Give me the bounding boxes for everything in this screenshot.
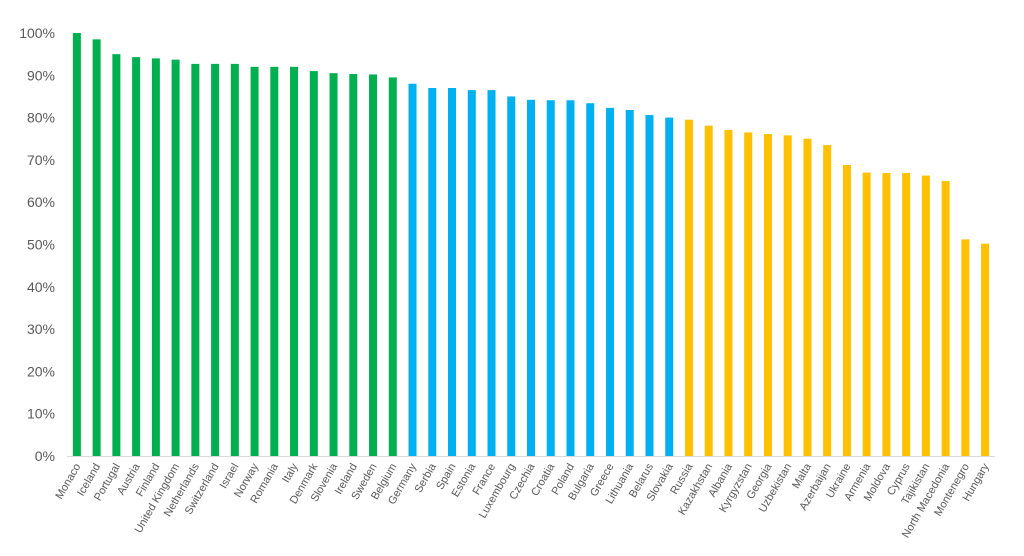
y-tick-label: 10% — [27, 406, 55, 422]
bar-north-macedonia — [941, 181, 950, 457]
bar-romania — [270, 66, 279, 456]
bar-azerbaijan — [823, 145, 832, 456]
bar-belarus — [645, 115, 654, 456]
bar-greece — [605, 107, 614, 457]
bar-belgium — [388, 77, 397, 457]
bar-moldova — [882, 173, 891, 456]
y-tick-label: 80% — [27, 110, 55, 126]
bar-switzerland — [211, 63, 220, 456]
y-tick-label: 0% — [35, 448, 55, 464]
bar-cyprus — [902, 173, 911, 456]
bar-spain — [448, 87, 457, 457]
bar-hungary — [981, 243, 990, 456]
bar-monaco — [72, 33, 81, 456]
bar-poland — [566, 100, 575, 456]
bar-kyrgyzstan — [744, 132, 753, 456]
bar-iceland — [92, 39, 101, 456]
bar-norway — [250, 66, 259, 456]
bar-israel — [230, 63, 239, 456]
bar-georgia — [763, 134, 772, 456]
y-tick-label: 90% — [27, 67, 55, 83]
bar-uzbekistan — [783, 135, 792, 456]
bar-finland — [151, 58, 160, 456]
bar-russia — [684, 119, 693, 457]
bar-malta — [803, 138, 812, 456]
bar-united-kingdom — [171, 59, 180, 457]
bar-germany — [408, 83, 417, 456]
y-tick-label: 70% — [27, 152, 55, 168]
y-tick-label: 100% — [19, 25, 55, 41]
bar-ireland — [349, 74, 358, 456]
bar-ukraine — [842, 164, 851, 457]
bar-lithuania — [625, 109, 634, 457]
y-axis-tick-labels: 0% 10% 20% 30% 40% 50% 60% 70% 80% 90% 100% — [19, 25, 55, 464]
bar-bulgaria — [586, 103, 595, 456]
bar-austria — [132, 57, 141, 457]
bar-italy — [290, 66, 299, 456]
bars — [72, 33, 990, 457]
bar-slovenia — [329, 73, 338, 456]
bar-estonia — [467, 90, 476, 457]
bar-sweden — [369, 74, 378, 456]
bar-tajikistan — [921, 175, 930, 457]
y-tick-label: 60% — [27, 194, 55, 210]
bar-slovakia — [665, 117, 674, 456]
bar-netherlands — [191, 63, 200, 456]
bar-croatia — [546, 100, 555, 456]
x-axis-tick-labels: MonacoIcelandPortugalAustriaFinlandUnite… — [54, 461, 992, 540]
y-tick-label: 40% — [27, 279, 55, 295]
bar-albania — [724, 129, 733, 456]
y-tick-label: 30% — [27, 321, 55, 337]
bar-czechia — [527, 99, 535, 456]
x-tick-label: Serbia — [413, 461, 440, 495]
y-tick-label: 50% — [27, 237, 55, 253]
bar-france — [487, 90, 496, 457]
bar-luxembourg — [507, 96, 516, 456]
bar-kazakhstan — [704, 125, 713, 456]
bar-serbia — [428, 87, 437, 457]
bar-armenia — [862, 172, 871, 456]
bar-portugal — [112, 54, 121, 457]
y-tick-label: 20% — [27, 363, 55, 379]
bar-denmark — [309, 71, 318, 456]
bar-montenegro — [961, 239, 970, 456]
